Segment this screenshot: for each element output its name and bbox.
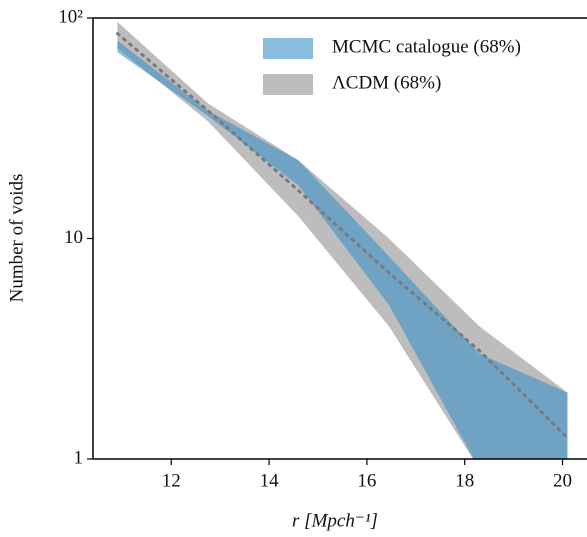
- legend-swatch: [263, 74, 313, 95]
- x-tick-label: 20: [553, 470, 572, 491]
- y-tick-label: 1: [74, 447, 84, 468]
- y-tick-label: 10²: [58, 6, 83, 27]
- x-axis-label: r [Mpch⁻¹]: [292, 510, 378, 531]
- x-tick-label: 14: [260, 470, 280, 491]
- plot-area: [115, 21, 569, 459]
- y-axis-label: Number of voids: [6, 174, 27, 303]
- x-tick-label: 12: [162, 470, 181, 491]
- legend-label: MCMC catalogue (68%): [332, 36, 521, 57]
- x-tick-label: 16: [357, 470, 376, 491]
- median-line: [115, 32, 569, 440]
- legend-label: ΛCDM (68%): [332, 72, 441, 93]
- y-tick-label: 10: [64, 227, 83, 248]
- legend-swatch: [263, 38, 313, 59]
- band: [117, 40, 568, 459]
- x-tick-label: 18: [455, 470, 474, 491]
